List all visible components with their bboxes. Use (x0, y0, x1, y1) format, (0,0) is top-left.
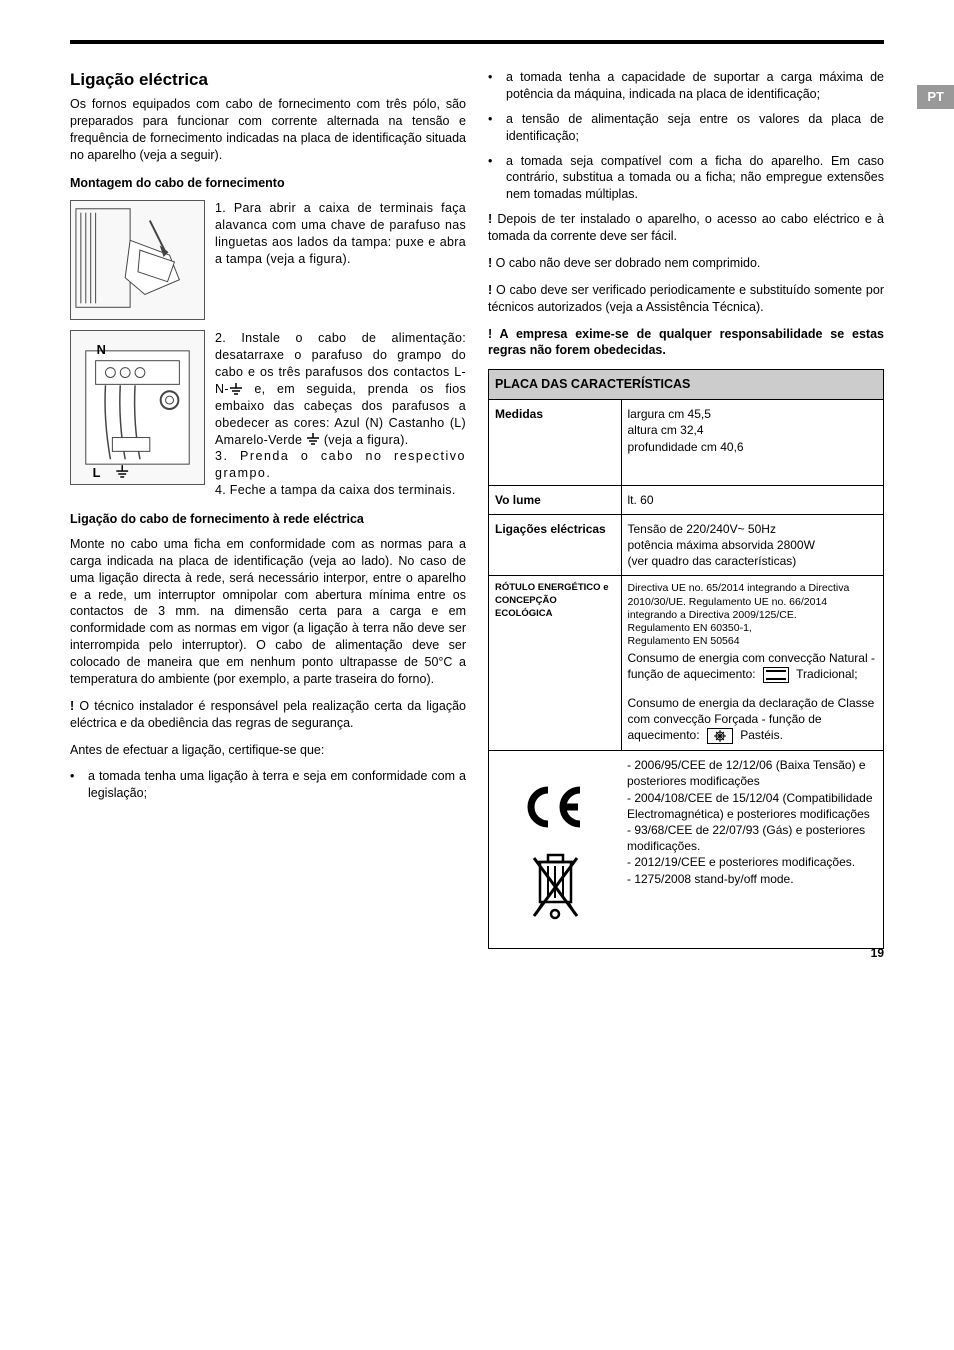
access-warning: ! Depois de ter instalado o aparelho, o … (488, 211, 884, 245)
subheading-cable-mount: Montagem do cabo de fornecimento (70, 175, 466, 192)
row-dimensions-value: largura cm 45,5 altura cm 32,4 profundid… (621, 400, 884, 486)
row-volume-value: lt. 60 (621, 485, 884, 514)
row-electrical-value: Tensão de 220/240V~ 50Hz potência máxima… (621, 514, 884, 576)
svg-text:N: N (97, 342, 106, 357)
row-ce-icons (489, 751, 622, 949)
language-tab: PT (917, 85, 954, 109)
section-heading: Ligação eléctrica (70, 69, 466, 92)
mains-paragraph: Monte no cabo uma ficha em conformidade … (70, 536, 466, 688)
step-2-text: 2. Instale o cabo de alimentação: desata… (215, 330, 466, 448)
left-column: Ligação eléctrica Os fornos equipados co… (70, 69, 466, 949)
right-column: •a tomada tenha a capacidade de suportar… (488, 69, 884, 949)
row-energy-label: RÓTULO ENERGÉTICO e CONCEPÇÃO ECOLÓGICA (489, 576, 622, 751)
svg-text:L: L (93, 465, 101, 480)
page-number: 19 (871, 945, 884, 961)
ground-icon (306, 433, 320, 447)
before-connection-text: Antes de efectuar a ligação, certifique-… (70, 742, 466, 759)
weee-bin-icon (528, 852, 583, 922)
terminal-box-figure (70, 200, 205, 320)
bullet-ground: •a tomada tenha uma ligação à terra e se… (70, 768, 466, 802)
characteristics-table: PLACA DAS CARACTERÍSTICAS Medidas largur… (488, 369, 884, 949)
ce-mark-icon (520, 782, 590, 832)
pastry-mode-icon (707, 728, 733, 744)
bullet-voltage: •a tensão de alimentação seja entre os v… (488, 111, 884, 145)
row-energy-value: Directiva UE no. 65/2014 integrando a Di… (621, 576, 884, 751)
step-3-text: 3. Prenda o cabo no respectivo grampo. (215, 448, 466, 482)
row-directives-value: - 2006/95/CEE de 12/12/06 (Baixa Tensão)… (621, 751, 884, 949)
row-dimensions-label: Medidas (489, 400, 622, 486)
step-1-text: 1. Para abrir a caixa de terminais faça … (215, 200, 466, 268)
row-volume-label: Vo lume (489, 485, 622, 514)
cable-check-warning: ! O cabo deve ser verificado periodicame… (488, 282, 884, 316)
bullet-plug-compat: •a tomada seja compatível com a ficha do… (488, 153, 884, 204)
table-header: PLACA DAS CARACTERÍSTICAS (489, 370, 884, 400)
subheading-mains-connection: Ligação do cabo de fornecimento à rede e… (70, 511, 466, 528)
row-electrical-label: Ligações eléctricas (489, 514, 622, 576)
installer-warning: ! O técnico instalador é responsável pel… (70, 698, 466, 732)
traditional-mode-icon (763, 667, 789, 683)
ground-icon (229, 383, 243, 397)
wiring-figure: N L (70, 330, 205, 485)
step-4-text: 4. Feche a tampa da caixa dos terminais. (215, 482, 466, 499)
bullet-capacity: •a tomada tenha a capacidade de suportar… (488, 69, 884, 103)
intro-paragraph: Os fornos equipados com cabo de fornecim… (70, 96, 466, 164)
liability-warning: ! A empresa exime-se de qualquer respons… (488, 326, 884, 360)
cable-bend-warning: ! O cabo não deve ser dobrado nem compri… (488, 255, 884, 272)
